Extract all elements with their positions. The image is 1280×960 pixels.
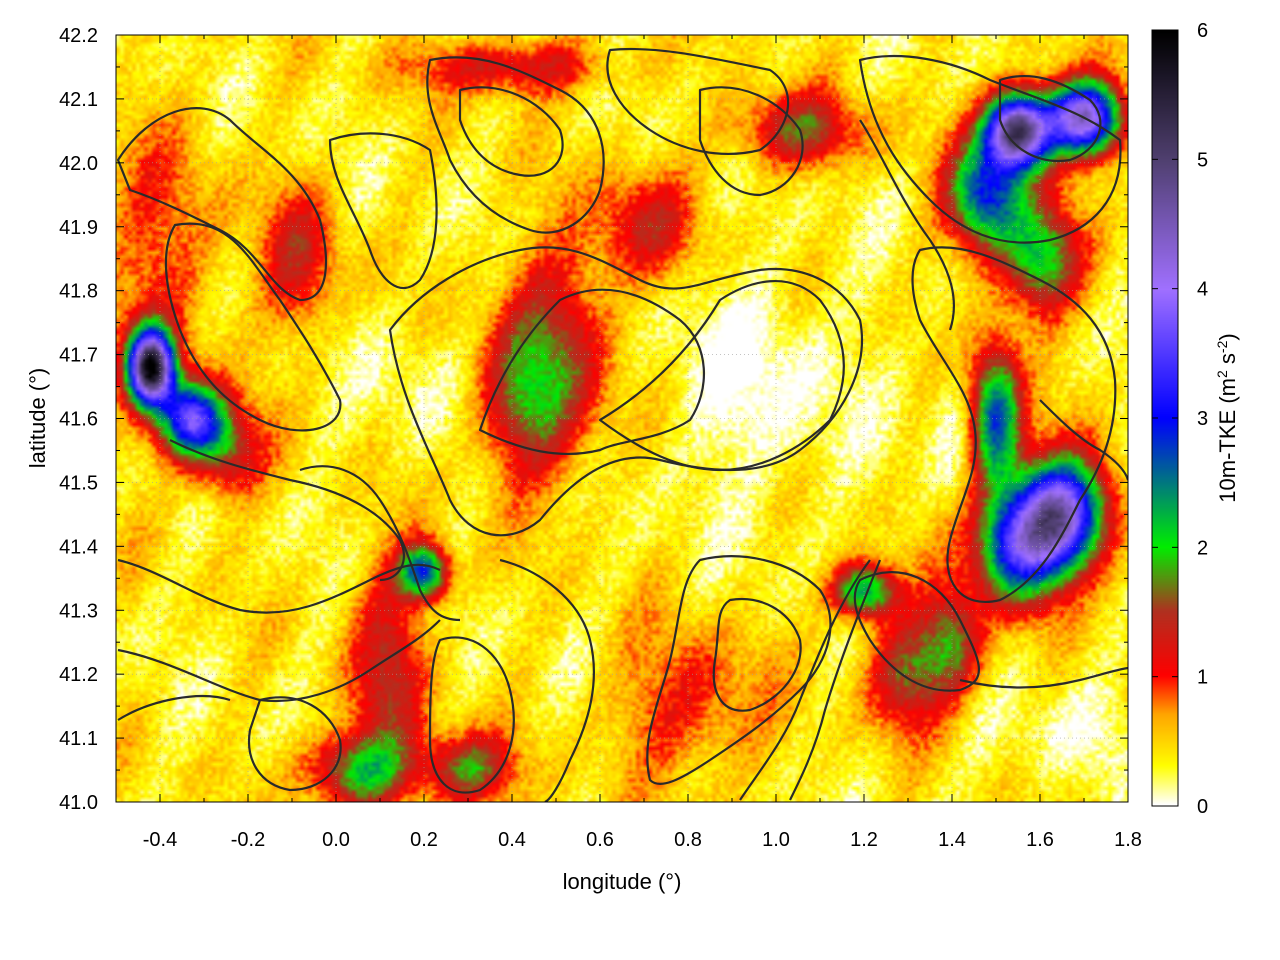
contour-line bbox=[858, 54, 1122, 244]
contour-line bbox=[117, 694, 231, 721]
contour-line bbox=[712, 597, 802, 712]
y-tick-label: 41.9 bbox=[59, 217, 98, 239]
y-tick-label: 41.6 bbox=[59, 409, 98, 431]
x-tick-label: 0.6 bbox=[586, 829, 614, 851]
x-axis-title: longitude (°) bbox=[563, 869, 682, 894]
contour-line bbox=[598, 279, 845, 472]
contour-line bbox=[388, 246, 863, 537]
colorbar-tick-label: 4 bbox=[1197, 279, 1208, 301]
y-tick-label: 42.1 bbox=[59, 89, 98, 111]
x-tick-label: 1.0 bbox=[762, 829, 790, 851]
colorbar-label: 10m-TKE (m2 s-2) bbox=[1214, 333, 1240, 502]
contour-line bbox=[169, 439, 405, 582]
contour-line bbox=[789, 559, 882, 801]
contour-line bbox=[998, 75, 1102, 163]
y-tick-label: 41.4 bbox=[59, 536, 98, 558]
colorbar-label-end: ) bbox=[1215, 333, 1240, 340]
y-tick-label: 41.7 bbox=[59, 345, 98, 367]
colorbar-tick-label: 2 bbox=[1197, 537, 1208, 559]
y-tick-label: 41.0 bbox=[59, 792, 98, 814]
contour-line bbox=[606, 47, 790, 156]
x-tick-label: 0.0 bbox=[322, 829, 350, 851]
contour-line bbox=[164, 222, 342, 432]
x-tick-label: 1.4 bbox=[938, 829, 966, 851]
colorbar-tick-label: 0 bbox=[1197, 796, 1208, 818]
colorbar-ticks: 0 1 2 3 4 5 6 bbox=[1152, 20, 1208, 818]
x-tick-label: 1.6 bbox=[1026, 829, 1054, 851]
contour-line bbox=[646, 555, 832, 785]
contour-line bbox=[739, 559, 871, 801]
y-tick-label: 41.3 bbox=[59, 600, 98, 622]
contour-line bbox=[853, 571, 980, 692]
x-axis-ticks: -0.4 -0.2 0.0 0.2 0.4 0.6 0.8 1.0 1.2 1.4 1.6 1.8 bbox=[115, 35, 1142, 851]
colorbar-tick-label: 5 bbox=[1197, 149, 1208, 171]
colorbar-tick-label: 6 bbox=[1197, 20, 1208, 42]
contour-line bbox=[299, 465, 461, 622]
contour-line bbox=[698, 86, 804, 197]
contour-line bbox=[116, 107, 328, 302]
contour-line bbox=[859, 119, 955, 331]
y-tick-label: 41.5 bbox=[59, 472, 98, 494]
colorbar-tick-label: 1 bbox=[1197, 667, 1208, 689]
x-tick-label: -0.4 bbox=[143, 829, 177, 851]
contour-line bbox=[426, 56, 605, 234]
contour-line bbox=[247, 696, 342, 792]
contour-lines bbox=[116, 47, 1128, 802]
contour-line bbox=[478, 288, 706, 456]
y-tick-label: 41.1 bbox=[59, 728, 98, 750]
y-tick-label: 41.2 bbox=[59, 664, 98, 686]
y-tick-label: 41.8 bbox=[59, 281, 98, 303]
x-tick-label: 0.8 bbox=[674, 829, 702, 851]
x-tick-label: 1.8 bbox=[1114, 829, 1142, 851]
x-tick-label: 1.2 bbox=[850, 829, 878, 851]
contour-line bbox=[499, 558, 596, 802]
contour-line bbox=[911, 246, 1117, 603]
colorbar-tick-label: 3 bbox=[1197, 408, 1208, 430]
y-axis-ticks: 41.0 41.1 41.2 41.3 41.4 41.5 41.6 41.7 41.8 41.9… bbox=[59, 25, 1128, 814]
y-tick-label: 42.0 bbox=[59, 153, 98, 175]
colorbar-label-mid: s bbox=[1215, 353, 1240, 370]
colorbar-label-sup2: -2 bbox=[1214, 340, 1230, 353]
colorbar-label-sup1: 2 bbox=[1214, 370, 1230, 378]
y-axis-title: latitude (°) bbox=[25, 368, 50, 469]
contour-line bbox=[328, 132, 438, 290]
x-tick-label: -0.2 bbox=[231, 829, 265, 851]
contour-line bbox=[117, 619, 441, 702]
contour-line bbox=[959, 666, 1128, 689]
x-tick-label: 0.4 bbox=[498, 829, 526, 851]
colorbar-label-text: 10m-TKE (m bbox=[1215, 378, 1240, 503]
contour-line bbox=[428, 636, 515, 794]
contour-line bbox=[458, 86, 564, 177]
x-tick-label: 0.2 bbox=[410, 829, 438, 851]
y-tick-label: 42.2 bbox=[59, 25, 98, 47]
contour-line bbox=[1039, 399, 1128, 481]
